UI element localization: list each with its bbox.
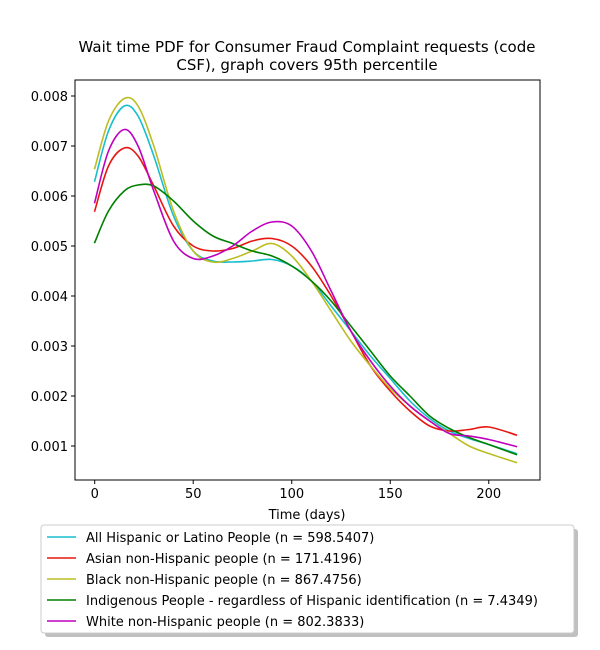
x-tick-label-2: 50 bbox=[185, 487, 202, 502]
y-tick-label-5: 0.005 bbox=[31, 240, 68, 255]
y-tick-label-6: 0.006 bbox=[31, 190, 68, 205]
series-line-4 bbox=[93, 183, 518, 456]
y-tick-label-3: 0.003 bbox=[31, 340, 68, 355]
x-axis: 0 50 100 150 200 bbox=[91, 480, 501, 502]
legend: All Hispanic or Latino People (n = 598.5… bbox=[40, 524, 578, 637]
legend-entries: All Hispanic or Latino People (n = 598.5… bbox=[47, 531, 538, 630]
series-line-3 bbox=[93, 96, 518, 464]
y-tick-label-4: 0.004 bbox=[31, 290, 68, 305]
legend-label-1: All Hispanic or Latino People (n = 598.5… bbox=[86, 531, 374, 546]
legend-label-5: White non-Hispanic people (n = 802.3833) bbox=[86, 615, 364, 630]
y-tick-label-8: 0.008 bbox=[31, 90, 68, 105]
series-line-5 bbox=[93, 128, 518, 448]
series-layer bbox=[93, 96, 518, 464]
y-tick-label-1: 0.001 bbox=[31, 440, 68, 455]
x-tick-label-3: 100 bbox=[279, 487, 304, 502]
y-tick-label-7: 0.007 bbox=[31, 140, 68, 155]
legend-label-3: Black non-Hispanic people (n = 867.4756) bbox=[86, 573, 362, 588]
y-tick-label-2: 0.002 bbox=[31, 390, 68, 405]
x-axis-label: Time (days) bbox=[268, 508, 346, 523]
x-tick-label-4: 150 bbox=[378, 487, 403, 502]
series-line-2 bbox=[93, 146, 518, 436]
x-tick-label-1: 0 bbox=[91, 487, 99, 502]
chart-title: Wait time PDF for Consumer Fraud Complai… bbox=[79, 38, 536, 74]
legend-label-2: Asian non-Hispanic people (n = 171.4196) bbox=[86, 552, 362, 567]
legend-label-4: Indigenous People - regardless of Hispan… bbox=[86, 594, 538, 609]
y-axis: 0.001 0.002 0.003 0.004 0.005 0.006 0.007 0.008 bbox=[31, 90, 75, 455]
legend-box bbox=[40, 524, 575, 634]
plot-area-frame bbox=[74, 79, 541, 481]
chart-title-line-2: CSF), graph covers 95th percentile bbox=[176, 56, 437, 74]
chart-title-line-1: Wait time PDF for Consumer Fraud Complai… bbox=[79, 38, 536, 56]
x-tick-label-5: 200 bbox=[476, 487, 501, 502]
